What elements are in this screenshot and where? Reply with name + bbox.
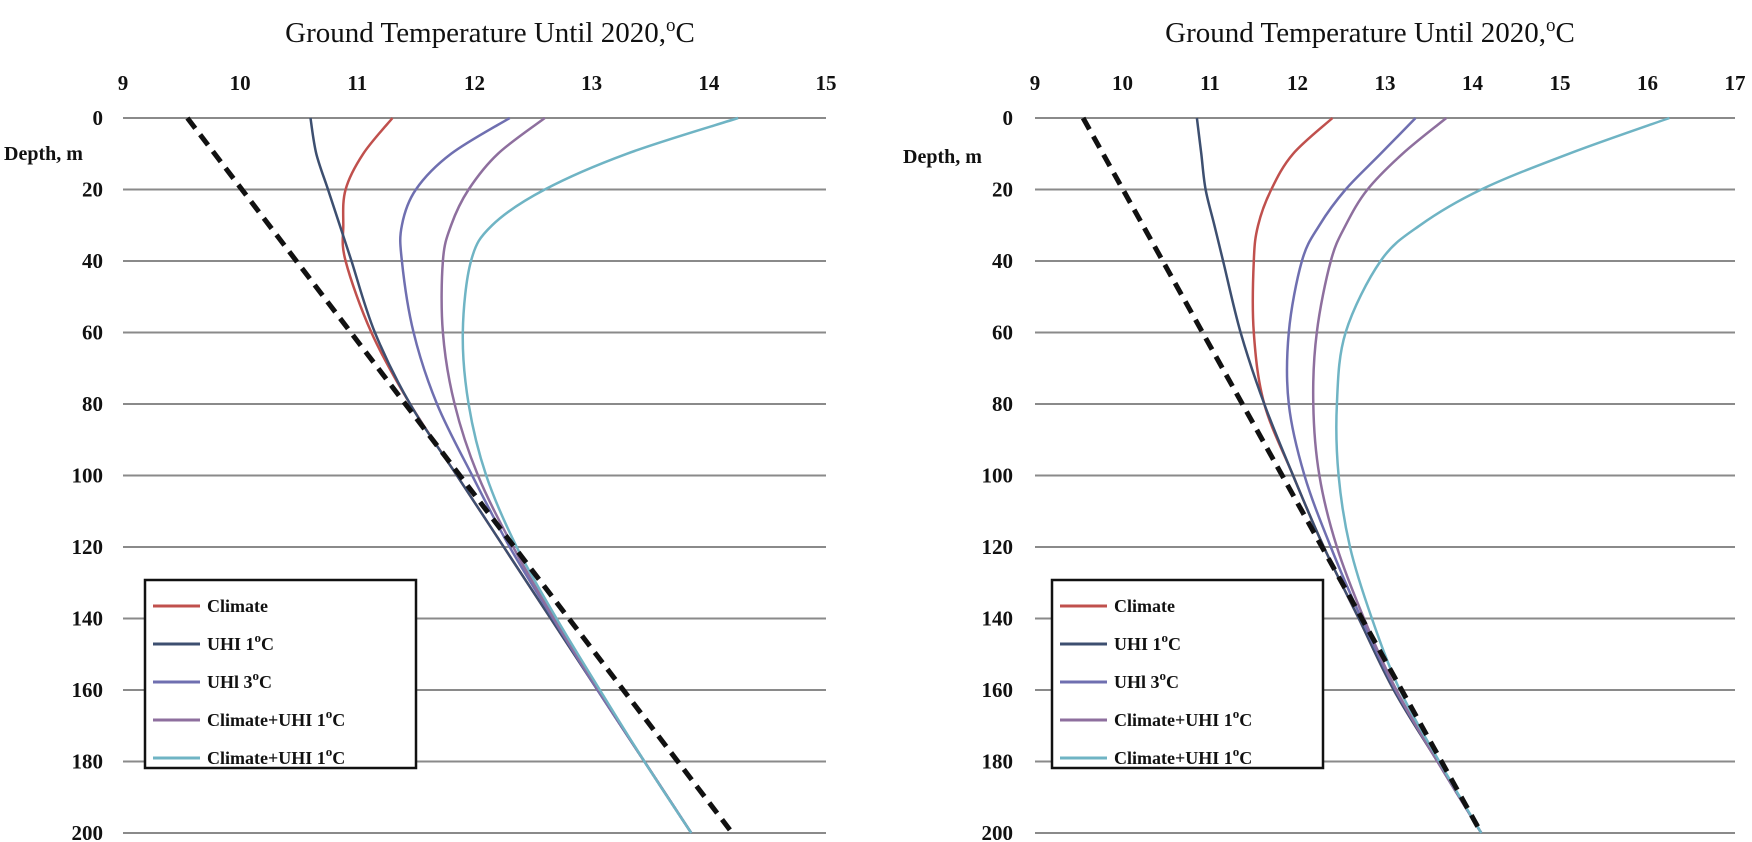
x-tick-label: 9 bbox=[118, 71, 129, 95]
x-tick-label: 14 bbox=[1462, 71, 1484, 95]
y-tick-label: 180 bbox=[72, 750, 104, 774]
y-tick-label: 180 bbox=[982, 750, 1014, 774]
x-tick-label: 15 bbox=[1550, 71, 1571, 95]
y-axis-label: Depth, m bbox=[4, 143, 83, 165]
legend-label: Climate bbox=[207, 596, 268, 616]
y-tick-label: 140 bbox=[982, 607, 1014, 631]
legend-label: UHl 3oC bbox=[1114, 668, 1179, 692]
legend: Climate UHI 1oC UHl 3oC Climate+UHI 1oC Clim… bbox=[143, 578, 418, 770]
x-tick-label: 13 bbox=[581, 71, 602, 95]
series-line-2 bbox=[1195, 117, 1483, 834]
y-tick-label: 100 bbox=[982, 464, 1014, 488]
series-line-4 bbox=[1311, 117, 1483, 834]
legend-label: Climate bbox=[1114, 596, 1175, 616]
baseline-dashed-line bbox=[185, 116, 735, 835]
y-axis-label: Depth, m bbox=[903, 146, 982, 168]
x-tick-label: 11 bbox=[1200, 71, 1220, 95]
legend-label: Climate+UHI 1oC bbox=[1114, 706, 1252, 730]
y-tick-label: 0 bbox=[93, 106, 104, 130]
y-tick-label: 160 bbox=[72, 678, 104, 702]
legend-label: UHl 3oC bbox=[207, 668, 272, 692]
y-tick-label: 140 bbox=[72, 607, 104, 631]
x-tick-label: 17 bbox=[1725, 71, 1746, 95]
y-tick-label: 60 bbox=[992, 321, 1013, 345]
legend: Climate UHI 1oC UHl 3oC Climate+UHI 1oC Clim… bbox=[1050, 578, 1325, 770]
y-tick-label: 80 bbox=[82, 392, 103, 416]
legend-box bbox=[1050, 578, 1325, 770]
chart-title: Ground Temperature Until 2020,oC bbox=[285, 15, 695, 49]
legend-label: UHI 1oC bbox=[1114, 630, 1181, 654]
x-tick-label: 15 bbox=[816, 71, 837, 95]
x-tick-label: 16 bbox=[1637, 71, 1658, 95]
legend-label: Climate+UHI 1oC bbox=[207, 744, 345, 768]
y-tick-label: 100 bbox=[72, 464, 104, 488]
y-tick-label: 20 bbox=[992, 178, 1013, 202]
y-tick-label: 0 bbox=[1003, 106, 1014, 130]
y-tick-label: 40 bbox=[82, 249, 103, 273]
y-tick-label: 80 bbox=[992, 392, 1013, 416]
x-tick-label: 12 bbox=[1287, 71, 1308, 95]
x-tick-label: 9 bbox=[1030, 71, 1041, 95]
y-tick-label: 20 bbox=[82, 178, 103, 202]
x-tick-label: 14 bbox=[698, 71, 720, 95]
chart-panel-right: Ground Temperature Until 2020,oC 0 20 40 60 8… bbox=[903, 15, 1746, 842]
y-tick-label: 120 bbox=[982, 535, 1014, 559]
series-line-5 bbox=[461, 116, 739, 834]
x-tick-label: 10 bbox=[230, 71, 251, 95]
y-tick-label: 200 bbox=[72, 821, 104, 842]
y-tick-label: 200 bbox=[982, 821, 1014, 842]
x-tick-label: 13 bbox=[1375, 71, 1396, 95]
y-tick-label: 120 bbox=[72, 535, 104, 559]
chart-title: Ground Temperature Until 2020,oC bbox=[1165, 15, 1575, 49]
chart-panel-left: Ground Temperature Until 2020,oC 0 20 40 60 8… bbox=[4, 15, 837, 842]
x-tick-label: 12 bbox=[464, 71, 485, 95]
baseline-dashed-line bbox=[1080, 116, 1484, 835]
x-tick-label: 10 bbox=[1112, 71, 1133, 95]
y-tick-label: 160 bbox=[982, 678, 1014, 702]
y-tick-label: 40 bbox=[992, 249, 1013, 273]
x-tick-label: 11 bbox=[347, 71, 367, 95]
legend-label: Climate+UHI 1oC bbox=[1114, 744, 1252, 768]
legend-label: Climate+UHI 1oC bbox=[207, 706, 345, 730]
legend-label: UHI 1oC bbox=[207, 630, 274, 654]
y-tick-label: 60 bbox=[82, 321, 103, 345]
legend-box bbox=[143, 578, 418, 770]
